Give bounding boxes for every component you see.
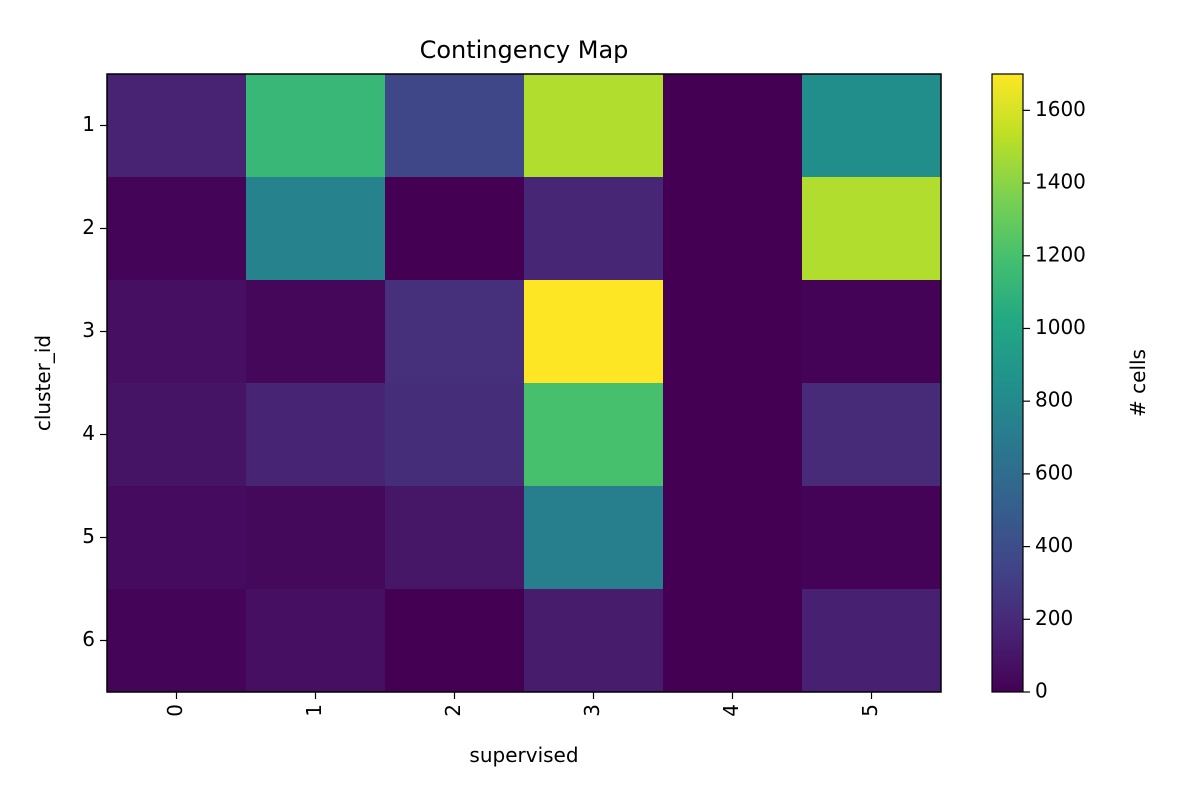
- heatmap-cell: [385, 280, 525, 384]
- colorbar-tick-label: 400: [1035, 533, 1073, 557]
- heatmap-cell: [385, 74, 525, 178]
- heatmap-cell: [107, 589, 247, 693]
- x-tick-label: 2: [441, 704, 465, 717]
- colorbar-tick-label: 800: [1035, 388, 1073, 412]
- heatmap-cell: [802, 280, 942, 384]
- x-axis-ticks: 0 1 2 3 4 5: [163, 692, 882, 717]
- heatmap-cell: [107, 486, 247, 590]
- y-tick-label: 2: [82, 215, 95, 239]
- heatmap-cell: [246, 177, 386, 281]
- colorbar-tick-label: 1200: [1035, 242, 1086, 266]
- heatmap-cells: [107, 74, 942, 693]
- y-tick-label: 6: [82, 627, 95, 651]
- heatmap-cell: [246, 589, 386, 693]
- heatmap-cell: [385, 383, 525, 487]
- heatmap-cell: [246, 383, 386, 487]
- colorbar-label: # cells: [1126, 349, 1150, 417]
- colorbar-tick-label: 600: [1035, 460, 1073, 484]
- heatmap-cell: [524, 486, 664, 590]
- heatmap-cell: [246, 486, 386, 590]
- heatmap-cell: [802, 589, 942, 693]
- colorbar: [991, 73, 1024, 693]
- x-tick-label: 3: [580, 704, 604, 717]
- heatmap-cell: [663, 383, 803, 487]
- heatmap-cell: [524, 589, 664, 693]
- heatmap-cell: [802, 74, 942, 178]
- y-tick-label: 4: [82, 421, 95, 445]
- y-axis-label: cluster_id: [31, 335, 55, 431]
- x-tick-label: 1: [302, 704, 326, 717]
- heatmap-cell: [663, 589, 803, 693]
- colorbar-tick-label: 1600: [1035, 97, 1086, 121]
- colorbar-ticks: 0 200 400 600 800 1000 1200 1400 1600: [1023, 97, 1086, 703]
- heatmap-cell: [663, 74, 803, 178]
- heatmap-cell: [107, 74, 247, 178]
- heatmap-cell: [385, 177, 525, 281]
- y-tick-label: 3: [82, 318, 95, 342]
- heatmap-cell: [246, 280, 386, 384]
- y-axis-ticks: 1 2 3 4 5 6: [82, 112, 107, 651]
- colorbar-tick-label: 200: [1035, 606, 1073, 630]
- heatmap-cell: [663, 280, 803, 384]
- heatmap-cell: [663, 177, 803, 281]
- heatmap-cell: [524, 74, 664, 178]
- chart-title: Contingency Map: [420, 36, 629, 64]
- colorbar-tick-label: 1400: [1035, 170, 1086, 194]
- heatmap-cell: [524, 177, 664, 281]
- heatmap-cell: [802, 486, 942, 590]
- plot-frame: [106, 73, 942, 693]
- heatmap-cell: [107, 280, 247, 384]
- colorbar-tick-label: 0: [1035, 679, 1048, 703]
- heatmap-cell: [524, 280, 664, 384]
- heatmap-cell: [524, 383, 664, 487]
- x-tick-label: 0: [163, 704, 187, 717]
- heatmap-cell: [385, 589, 525, 693]
- y-tick-label: 5: [82, 524, 95, 548]
- heatmap-cell: [663, 486, 803, 590]
- x-axis-label: supervised: [469, 743, 578, 767]
- colorbar-tick-label: 1000: [1035, 315, 1086, 339]
- heatmap-cell: [246, 74, 386, 178]
- heatmap-cell: [802, 177, 942, 281]
- heatmap-cell: [107, 383, 247, 487]
- x-tick-label: 5: [858, 704, 882, 717]
- heatmap-cell: [802, 383, 942, 487]
- heatmap-cell: [385, 486, 525, 590]
- heatmap-cell: [107, 177, 247, 281]
- x-tick-label: 4: [719, 704, 743, 717]
- y-tick-label: 1: [82, 112, 95, 136]
